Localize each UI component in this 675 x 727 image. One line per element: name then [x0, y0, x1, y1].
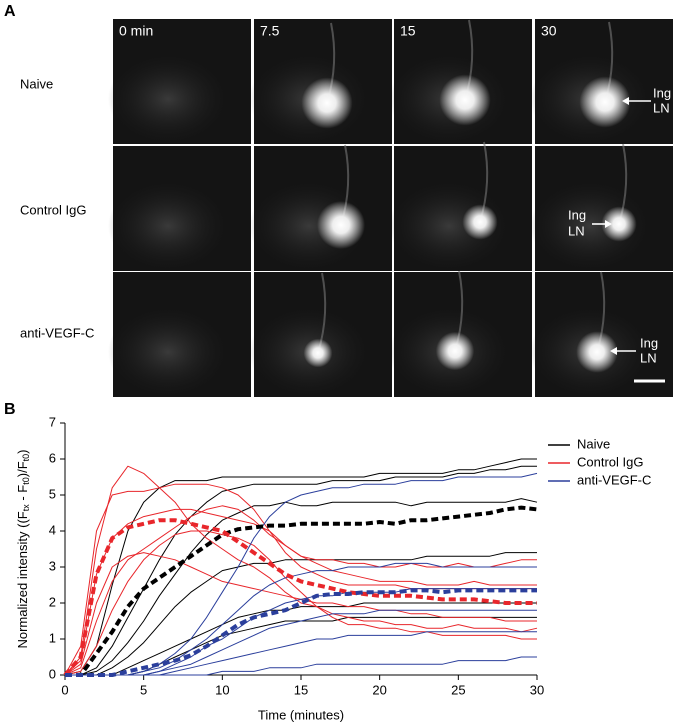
x-tick-label: 0 [61, 682, 68, 697]
y-tick-label: 6 [49, 450, 56, 465]
label-part: Normalized intensity ((F [15, 511, 30, 648]
tissue-glow [530, 181, 650, 271]
trace-line [65, 498, 538, 676]
trace-line [64, 530, 537, 676]
arrow-head [610, 347, 617, 355]
mean-line [65, 588, 537, 677]
lymph-node [439, 74, 491, 126]
lymph-node [576, 331, 618, 373]
lymph-node [435, 331, 475, 371]
legend-label: anti-VEGF-C [577, 472, 651, 487]
legend-label: Naive [577, 436, 610, 451]
lymph-node [317, 201, 365, 249]
y-tick-label: 7 [49, 414, 56, 429]
time-label: 15 [400, 23, 416, 39]
annotation: LN [640, 350, 657, 365]
annotation: Ing [653, 85, 671, 100]
trace-line [64, 505, 537, 676]
y-tick-label: 0 [49, 666, 56, 681]
tissue-glow [108, 307, 228, 397]
x-tick-label: 10 [215, 682, 229, 697]
y-tick-label: 4 [49, 522, 56, 537]
y-tick-label: 2 [49, 594, 56, 609]
legend-label: Control IgG [577, 454, 643, 469]
x-tick-label: 20 [372, 682, 386, 697]
lymph-node [301, 77, 353, 129]
trace-line [65, 562, 537, 676]
arrow-head [605, 220, 612, 228]
x-tick-label: 15 [294, 682, 308, 697]
label-part: )/F [15, 461, 30, 477]
lymph-node [601, 206, 637, 242]
mean-line [63, 518, 537, 677]
y-tick-label: 3 [49, 558, 56, 573]
row-label: Naive [20, 76, 53, 91]
label-part: ) [15, 449, 30, 453]
trace-line [65, 656, 537, 676]
time-label: 0 min [119, 23, 153, 39]
y-tick-label: 1 [49, 630, 56, 645]
time-label: 7.5 [260, 23, 280, 39]
annotation: Ing [568, 207, 586, 222]
x-tick-label: 5 [140, 682, 147, 697]
y-axis-label: Normalized intensity ((Ftx - Ft0)/Ft0) [15, 449, 31, 648]
trace-line [64, 458, 537, 676]
subscript: tx [21, 504, 31, 512]
tissue-glow [389, 181, 509, 271]
arrow-head [622, 97, 629, 105]
x-tick-label: 30 [530, 682, 544, 697]
trace-line [65, 552, 537, 676]
annotation: LN [568, 223, 585, 238]
subscript: t0 [21, 477, 31, 485]
trace-line [64, 465, 538, 676]
label-part: - F [15, 485, 30, 505]
y-tick-label: 5 [49, 486, 56, 501]
row-label: Control IgG [20, 202, 86, 217]
time-label: 30 [541, 23, 557, 39]
panel-label: A [4, 3, 16, 20]
panel-label: B [4, 401, 16, 418]
annotation: Ing [640, 335, 658, 350]
subscript: t0 [21, 454, 31, 462]
mean-line [65, 505, 538, 677]
lymph-node [462, 204, 498, 240]
row-label: anti-VEGF-C [20, 325, 94, 340]
x-tick-label: 25 [451, 682, 465, 697]
annotation: LN [653, 100, 670, 115]
lymph-node [303, 338, 333, 368]
lymph-node [579, 76, 631, 128]
x-axis-label: Time (minutes) [258, 707, 344, 722]
image-grid [108, 19, 673, 397]
tissue-glow [108, 54, 228, 144]
trace-line [65, 602, 537, 676]
tissue-glow [108, 181, 228, 271]
